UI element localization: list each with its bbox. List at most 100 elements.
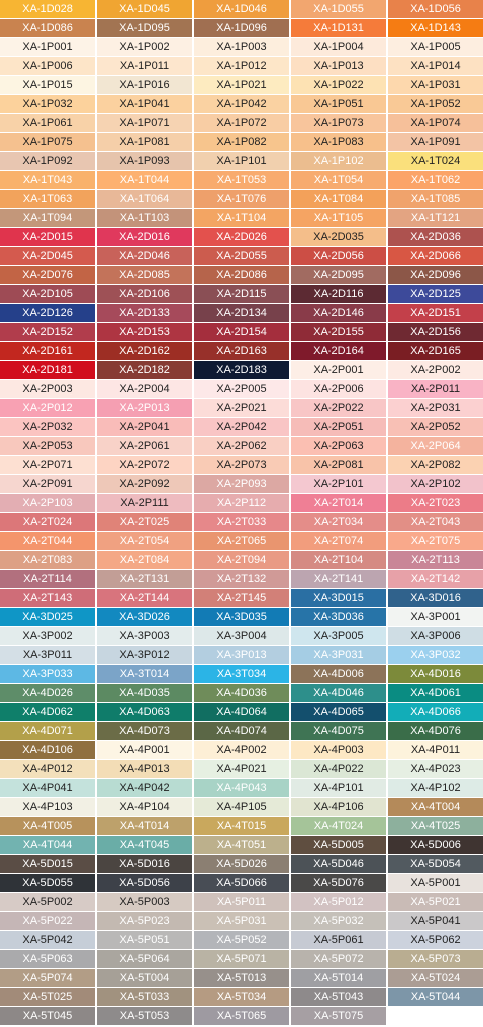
color-swatch[interactable]: XA-2D146 <box>291 304 386 322</box>
color-swatch[interactable]: XA-3P006 <box>388 627 483 645</box>
color-swatch[interactable]: XA-1P092 <box>0 152 95 170</box>
color-swatch[interactable]: XA-2D125 <box>388 285 483 303</box>
color-swatch[interactable]: XA-4T051 <box>194 836 289 854</box>
color-swatch[interactable]: XA-5D055 <box>0 874 95 892</box>
color-swatch[interactable]: XA-4P103 <box>0 798 95 816</box>
color-swatch[interactable]: XA-2P064 <box>388 437 483 455</box>
color-swatch[interactable]: XA-2D026 <box>194 228 289 246</box>
color-swatch[interactable]: XA-2P004 <box>97 380 192 398</box>
color-swatch[interactable]: XA-1P006 <box>0 57 95 75</box>
color-swatch[interactable]: XA-2D015 <box>0 228 95 246</box>
color-swatch[interactable]: XA-1P093 <box>97 152 192 170</box>
color-swatch[interactable]: XA-4T024 <box>291 817 386 835</box>
color-swatch[interactable]: XA-4D061 <box>388 684 483 702</box>
color-swatch[interactable]: XA-2D076 <box>0 266 95 284</box>
color-swatch[interactable]: XA-5P051 <box>97 931 192 949</box>
color-swatch[interactable]: XA-4P021 <box>194 760 289 778</box>
color-swatch[interactable]: XA-1P032 <box>0 95 95 113</box>
color-swatch[interactable]: XA-1P091 <box>388 133 483 151</box>
color-swatch[interactable]: XA-1P102 <box>291 152 386 170</box>
color-swatch[interactable]: XA-2T113 <box>388 551 483 569</box>
color-swatch[interactable]: XA-1P014 <box>388 57 483 75</box>
color-swatch[interactable]: XA-2D153 <box>97 323 192 341</box>
color-swatch[interactable]: XA-1P041 <box>97 95 192 113</box>
color-swatch[interactable]: XA-1P011 <box>97 57 192 75</box>
color-swatch[interactable]: XA-5P002 <box>0 893 95 911</box>
color-swatch[interactable]: XA-2D086 <box>194 266 289 284</box>
color-swatch[interactable]: XA-5P022 <box>0 912 95 930</box>
color-swatch[interactable]: XA-2P051 <box>291 418 386 436</box>
color-swatch[interactable]: XA-2P031 <box>388 399 483 417</box>
color-swatch[interactable]: XA-5P042 <box>0 931 95 949</box>
color-swatch[interactable]: XA-2T114 <box>0 570 95 588</box>
color-swatch[interactable]: XA-3P013 <box>194 646 289 664</box>
color-swatch[interactable]: XA-2D156 <box>388 323 483 341</box>
color-swatch[interactable]: XA-4D075 <box>291 722 386 740</box>
color-swatch[interactable]: XA-4D065 <box>291 703 386 721</box>
color-swatch[interactable]: XA-3D025 <box>0 608 95 626</box>
color-swatch[interactable]: XA-4D036 <box>194 684 289 702</box>
color-swatch[interactable]: XA-2D133 <box>97 304 192 322</box>
color-swatch[interactable]: XA-2P103 <box>0 494 95 512</box>
color-swatch[interactable]: XA-2D056 <box>291 247 386 265</box>
color-swatch[interactable]: XA-4D071 <box>0 722 95 740</box>
color-swatch[interactable]: XA-1P042 <box>194 95 289 113</box>
color-swatch[interactable]: XA-1T053 <box>194 171 289 189</box>
color-swatch[interactable]: XA-2D105 <box>0 285 95 303</box>
color-swatch[interactable]: XA-5P041 <box>388 912 483 930</box>
color-swatch[interactable]: XA-2P003 <box>0 380 95 398</box>
color-swatch[interactable]: XA-2P063 <box>291 437 386 455</box>
color-swatch[interactable]: XA-5P063 <box>0 950 95 968</box>
color-swatch[interactable]: XA-4D035 <box>97 684 192 702</box>
color-swatch[interactable]: XA-1P012 <box>194 57 289 75</box>
color-swatch[interactable]: XA-1D096 <box>194 19 289 37</box>
color-swatch[interactable]: XA-4P104 <box>97 798 192 816</box>
color-swatch[interactable]: XA-5P011 <box>194 893 289 911</box>
color-swatch[interactable]: XA-5P071 <box>194 950 289 968</box>
color-swatch[interactable]: XA-5P064 <box>97 950 192 968</box>
color-swatch[interactable]: XA-4P023 <box>388 760 483 778</box>
color-swatch[interactable]: XA-2T054 <box>97 532 192 550</box>
color-swatch[interactable]: XA-5T025 <box>0 988 95 1006</box>
color-swatch[interactable]: XA-2P012 <box>0 399 95 417</box>
color-swatch[interactable]: XA-2P032 <box>0 418 95 436</box>
color-swatch[interactable]: XA-3D016 <box>388 589 483 607</box>
color-swatch[interactable]: XA-2T043 <box>388 513 483 531</box>
color-swatch[interactable]: XA-4T004 <box>388 798 483 816</box>
color-swatch[interactable]: XA-1P004 <box>291 38 386 56</box>
color-swatch[interactable]: XA-1D028 <box>0 0 95 18</box>
color-swatch[interactable]: XA-4T005 <box>0 817 95 835</box>
color-swatch[interactable]: XA-2D106 <box>97 285 192 303</box>
color-swatch[interactable]: XA-2T084 <box>97 551 192 569</box>
color-swatch[interactable]: XA-2D055 <box>194 247 289 265</box>
color-swatch[interactable]: XA-2P101 <box>291 475 386 493</box>
color-swatch[interactable]: XA-1P101 <box>194 152 289 170</box>
color-swatch[interactable]: XA-4P041 <box>0 779 95 797</box>
color-swatch[interactable]: XA-2D095 <box>291 266 386 284</box>
color-swatch[interactable]: XA-2D161 <box>0 342 95 360</box>
color-swatch[interactable]: XA-3P001 <box>388 608 483 626</box>
color-swatch[interactable]: XA-3P011 <box>0 646 95 664</box>
color-swatch[interactable]: XA-4D063 <box>97 703 192 721</box>
color-swatch[interactable]: XA-2T025 <box>97 513 192 531</box>
color-swatch[interactable]: XA-5D005 <box>291 836 386 854</box>
color-swatch[interactable]: XA-3P002 <box>0 627 95 645</box>
color-swatch[interactable]: XA-4P011 <box>388 741 483 759</box>
color-swatch[interactable]: XA-2P022 <box>291 399 386 417</box>
color-swatch[interactable]: XA-5T065 <box>194 1007 289 1025</box>
color-swatch[interactable]: XA-1D055 <box>291 0 386 18</box>
color-swatch[interactable]: XA-2T023 <box>388 494 483 512</box>
color-swatch[interactable]: XA-1T062 <box>388 171 483 189</box>
color-swatch[interactable]: XA-2D046 <box>97 247 192 265</box>
color-swatch[interactable]: XA-1T064 <box>97 190 192 208</box>
color-swatch[interactable]: XA-4P003 <box>291 741 386 759</box>
color-swatch[interactable]: XA-5P052 <box>194 931 289 949</box>
color-swatch[interactable]: XA-2P061 <box>97 437 192 455</box>
color-swatch[interactable]: XA-4D106 <box>0 741 95 759</box>
color-swatch[interactable]: XA-3D036 <box>291 608 386 626</box>
color-swatch[interactable]: XA-2T065 <box>194 532 289 550</box>
color-swatch[interactable]: XA-2P006 <box>291 380 386 398</box>
color-swatch[interactable]: XA-1P082 <box>194 133 289 151</box>
color-swatch[interactable]: XA-2D163 <box>194 342 289 360</box>
color-swatch[interactable]: XA-1P002 <box>97 38 192 56</box>
